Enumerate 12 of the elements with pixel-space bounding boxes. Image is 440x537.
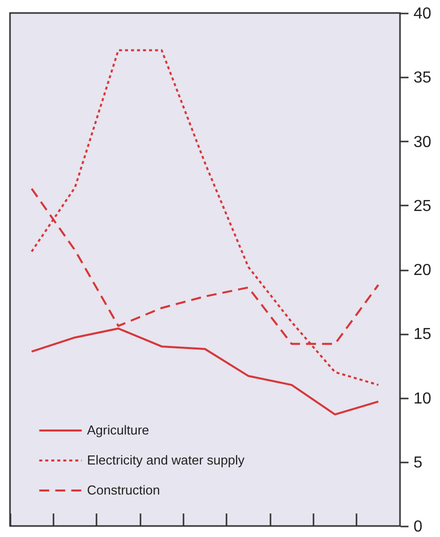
y-tick-label: 10 (414, 390, 432, 408)
y-tick-label: 35 (414, 70, 432, 87)
legend-label: Agriculture (87, 422, 150, 438)
legend-label: Electricity and water supply (87, 452, 246, 468)
y-tick-label: 25 (414, 198, 432, 215)
y-tick-label: 30 (414, 134, 432, 151)
y-tick-label: 20 (414, 262, 432, 279)
y-tick-label: 0 (414, 518, 422, 536)
y-tick-label: 5 (414, 454, 422, 472)
y-tick-label: 15 (414, 326, 432, 344)
y-tick-label: 40 (414, 6, 432, 22)
legend-label: Construction (87, 482, 160, 498)
